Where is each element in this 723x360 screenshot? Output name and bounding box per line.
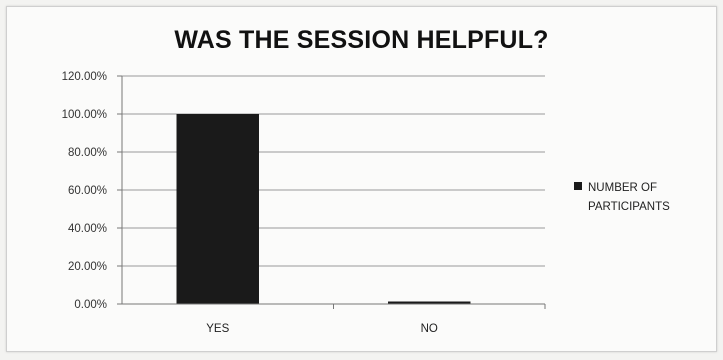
- legend: NUMBER OF PARTICIPANTS: [574, 182, 670, 213]
- bars: [176, 114, 471, 304]
- bar: [176, 114, 259, 304]
- legend-swatch: [574, 182, 582, 190]
- chart-title: WAS THE SESSION HELPFUL?: [174, 26, 549, 54]
- x-tick-label: NO: [421, 323, 438, 335]
- x-axis: YES NO: [122, 303, 546, 335]
- y-tick-label: 20.00%: [68, 261, 107, 273]
- y-tick-label: 40.00%: [68, 223, 107, 235]
- legend-label: PARTICIPANTS: [588, 201, 670, 213]
- legend-label: NUMBER OF: [588, 182, 657, 194]
- y-tick-label: 0.00%: [74, 299, 107, 311]
- y-tick-label: 60.00%: [68, 185, 107, 197]
- y-tick-label: 80.00%: [68, 147, 107, 159]
- bar: [388, 301, 471, 304]
- y-tick-label: 100.00%: [62, 109, 107, 121]
- y-axis: 0.00% 20.00% 40.00% 60.00% 80.00% 100.00% 120.…: [62, 71, 123, 311]
- chart-frame: [6, 6, 717, 352]
- x-tick-label: YES: [206, 323, 229, 335]
- y-tick-label: 120.00%: [62, 71, 107, 83]
